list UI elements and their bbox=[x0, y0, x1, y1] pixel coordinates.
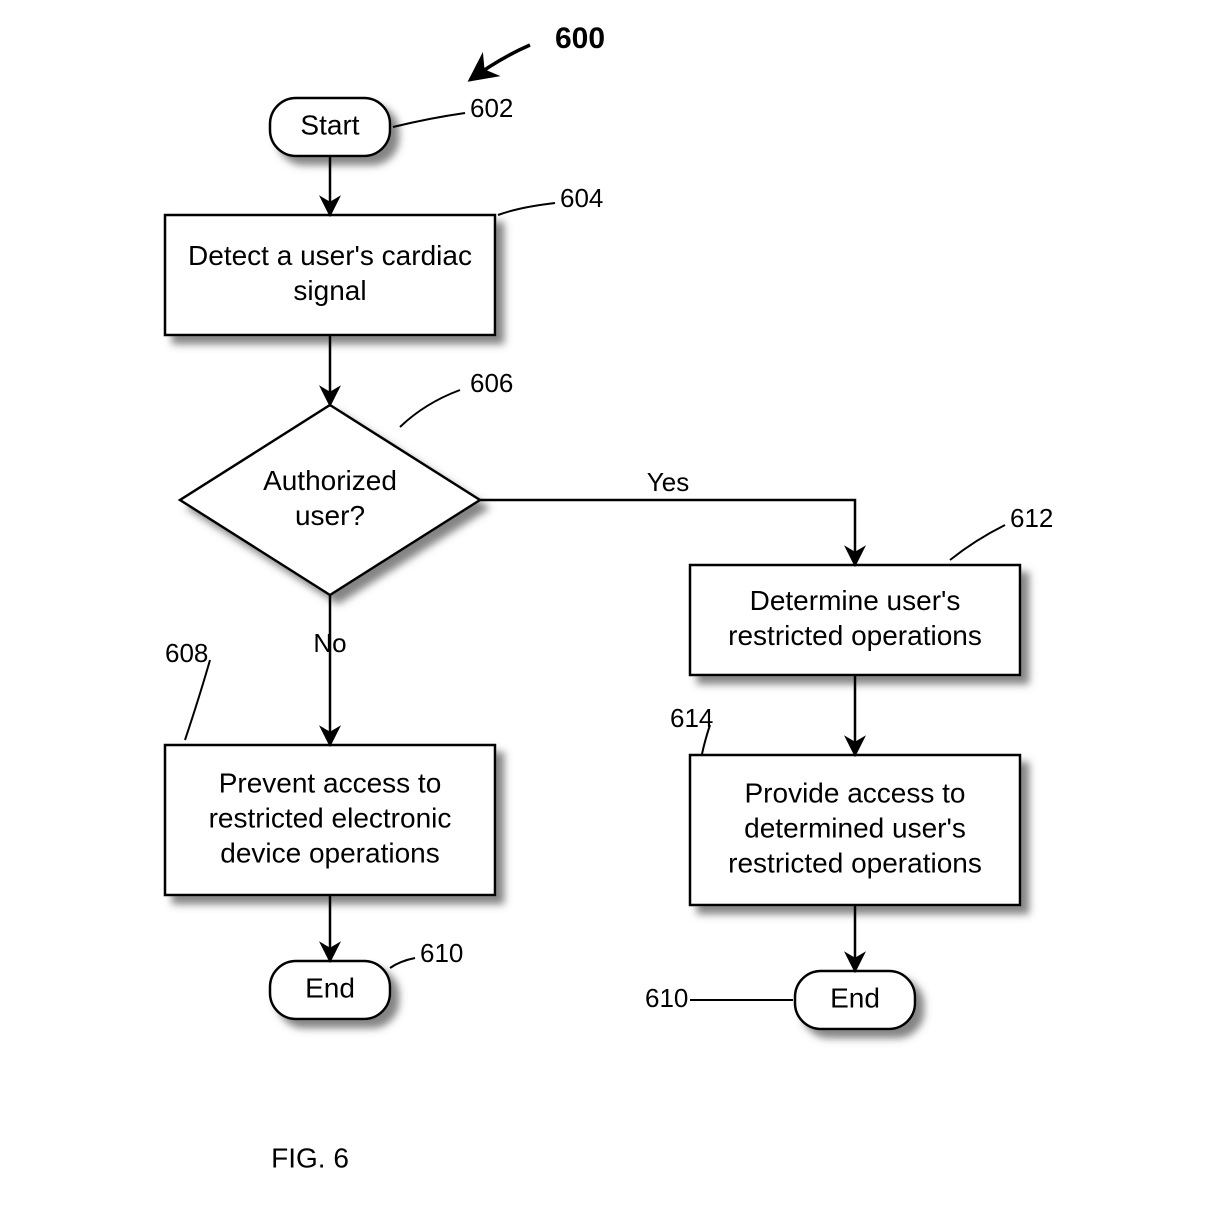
edge-4 bbox=[480, 500, 855, 565]
node-end_left-line-0: End bbox=[305, 972, 355, 1003]
node-start-line-0: Start bbox=[300, 109, 359, 140]
figure-caption: FIG. 6 bbox=[271, 1142, 349, 1173]
title-ref-arrow bbox=[470, 45, 530, 80]
ref-label-606-2: 606 bbox=[470, 368, 513, 398]
node-determine-line-1: restricted operations bbox=[728, 620, 982, 651]
node-prevent-line-2: device operations bbox=[220, 837, 439, 868]
ref-leader-602-0 bbox=[393, 113, 465, 127]
ref-label-610-7: 610 bbox=[645, 983, 688, 1013]
ref-label-614-6: 614 bbox=[670, 703, 713, 733]
node-prevent-line-0: Prevent access to bbox=[219, 767, 442, 798]
ref-leader-604-1 bbox=[498, 203, 555, 215]
ref-leader-610-4 bbox=[390, 958, 415, 968]
ref-label-602-0: 602 bbox=[470, 93, 513, 123]
node-decision-line-1: user? bbox=[295, 500, 365, 531]
node-detect-line-1: signal bbox=[293, 275, 366, 306]
title-ref-label: 600 bbox=[555, 22, 605, 55]
node-provide-line-1: determined user's bbox=[744, 812, 966, 843]
node-provide-line-2: restricted operations bbox=[728, 847, 982, 878]
node-end_right-line-0: End bbox=[830, 982, 880, 1013]
node-decision-line-0: Authorized bbox=[263, 465, 397, 496]
ref-leader-612-5 bbox=[950, 525, 1005, 560]
edge-2-label: No bbox=[313, 628, 346, 658]
node-detect-line-0: Detect a user's cardiac bbox=[188, 240, 472, 271]
ref-leader-606-2 bbox=[400, 390, 460, 427]
ref-label-608-3: 608 bbox=[165, 638, 208, 668]
edge-4-label: Yes bbox=[647, 467, 689, 497]
ref-label-610-4: 610 bbox=[420, 938, 463, 968]
ref-label-604-1: 604 bbox=[560, 183, 603, 213]
ref-leader-608-3 bbox=[185, 660, 210, 740]
node-prevent-line-1: restricted electronic bbox=[209, 802, 452, 833]
node-provide-line-0: Provide access to bbox=[745, 777, 966, 808]
node-determine-line-0: Determine user's bbox=[750, 585, 961, 616]
ref-label-612-5: 612 bbox=[1010, 503, 1053, 533]
